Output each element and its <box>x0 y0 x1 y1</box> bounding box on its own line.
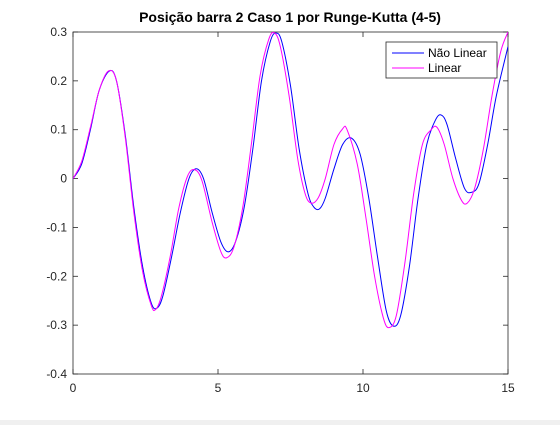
y-tick-label: -0.2 <box>46 269 67 283</box>
legend-box <box>385 41 498 79</box>
series-line-linear <box>73 32 508 329</box>
y-axis: -0.4 -0.3 -0.2 -0.1 0 0.1 0.2 0.3 <box>46 25 508 381</box>
y-tick-label: 0.1 <box>50 123 67 137</box>
series-line-nao-linear <box>73 32 508 327</box>
legend-label: Linear <box>428 61 461 75</box>
y-tick-label: 0.3 <box>50 25 67 39</box>
x-tick-label: 10 <box>356 381 370 395</box>
x-tick-label: 5 <box>215 381 222 395</box>
axes-box <box>72 31 509 375</box>
y-tick-label: -0.4 <box>46 367 67 381</box>
x-tick-label: 0 <box>70 381 77 395</box>
chart-title: Posição barra 2 Caso 1 por Runge-Kutta (… <box>139 9 441 25</box>
y-tick-label: 0.2 <box>50 74 67 88</box>
series-layer <box>73 32 508 329</box>
y-tick-label: -0.1 <box>46 220 67 234</box>
legend-label: Não Linear <box>428 46 487 60</box>
x-tick-label: 15 <box>501 381 515 395</box>
y-tick-label: -0.3 <box>46 318 67 332</box>
plot-area <box>72 31 509 375</box>
x-axis: 0 5 10 15 <box>70 32 515 395</box>
y-tick-label: 0 <box>60 172 67 186</box>
